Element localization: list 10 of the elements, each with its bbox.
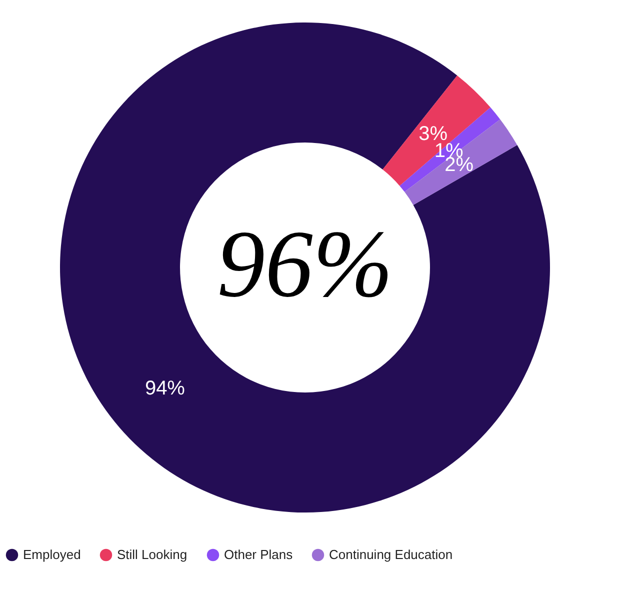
text: 96%: [217, 210, 393, 317]
donut-slice: [404, 119, 518, 205]
data-label: 94%: [144, 377, 186, 400]
legend-label: Other Plans: [224, 547, 294, 562]
donut-slice: [60, 22, 550, 512]
donut-slice: [382, 75, 490, 186]
legend-label: Continuing Education: [329, 547, 453, 562]
legend-label: Still Looking: [117, 547, 188, 562]
legend-label: Employed: [23, 547, 81, 562]
donut-slice: [400, 107, 500, 192]
